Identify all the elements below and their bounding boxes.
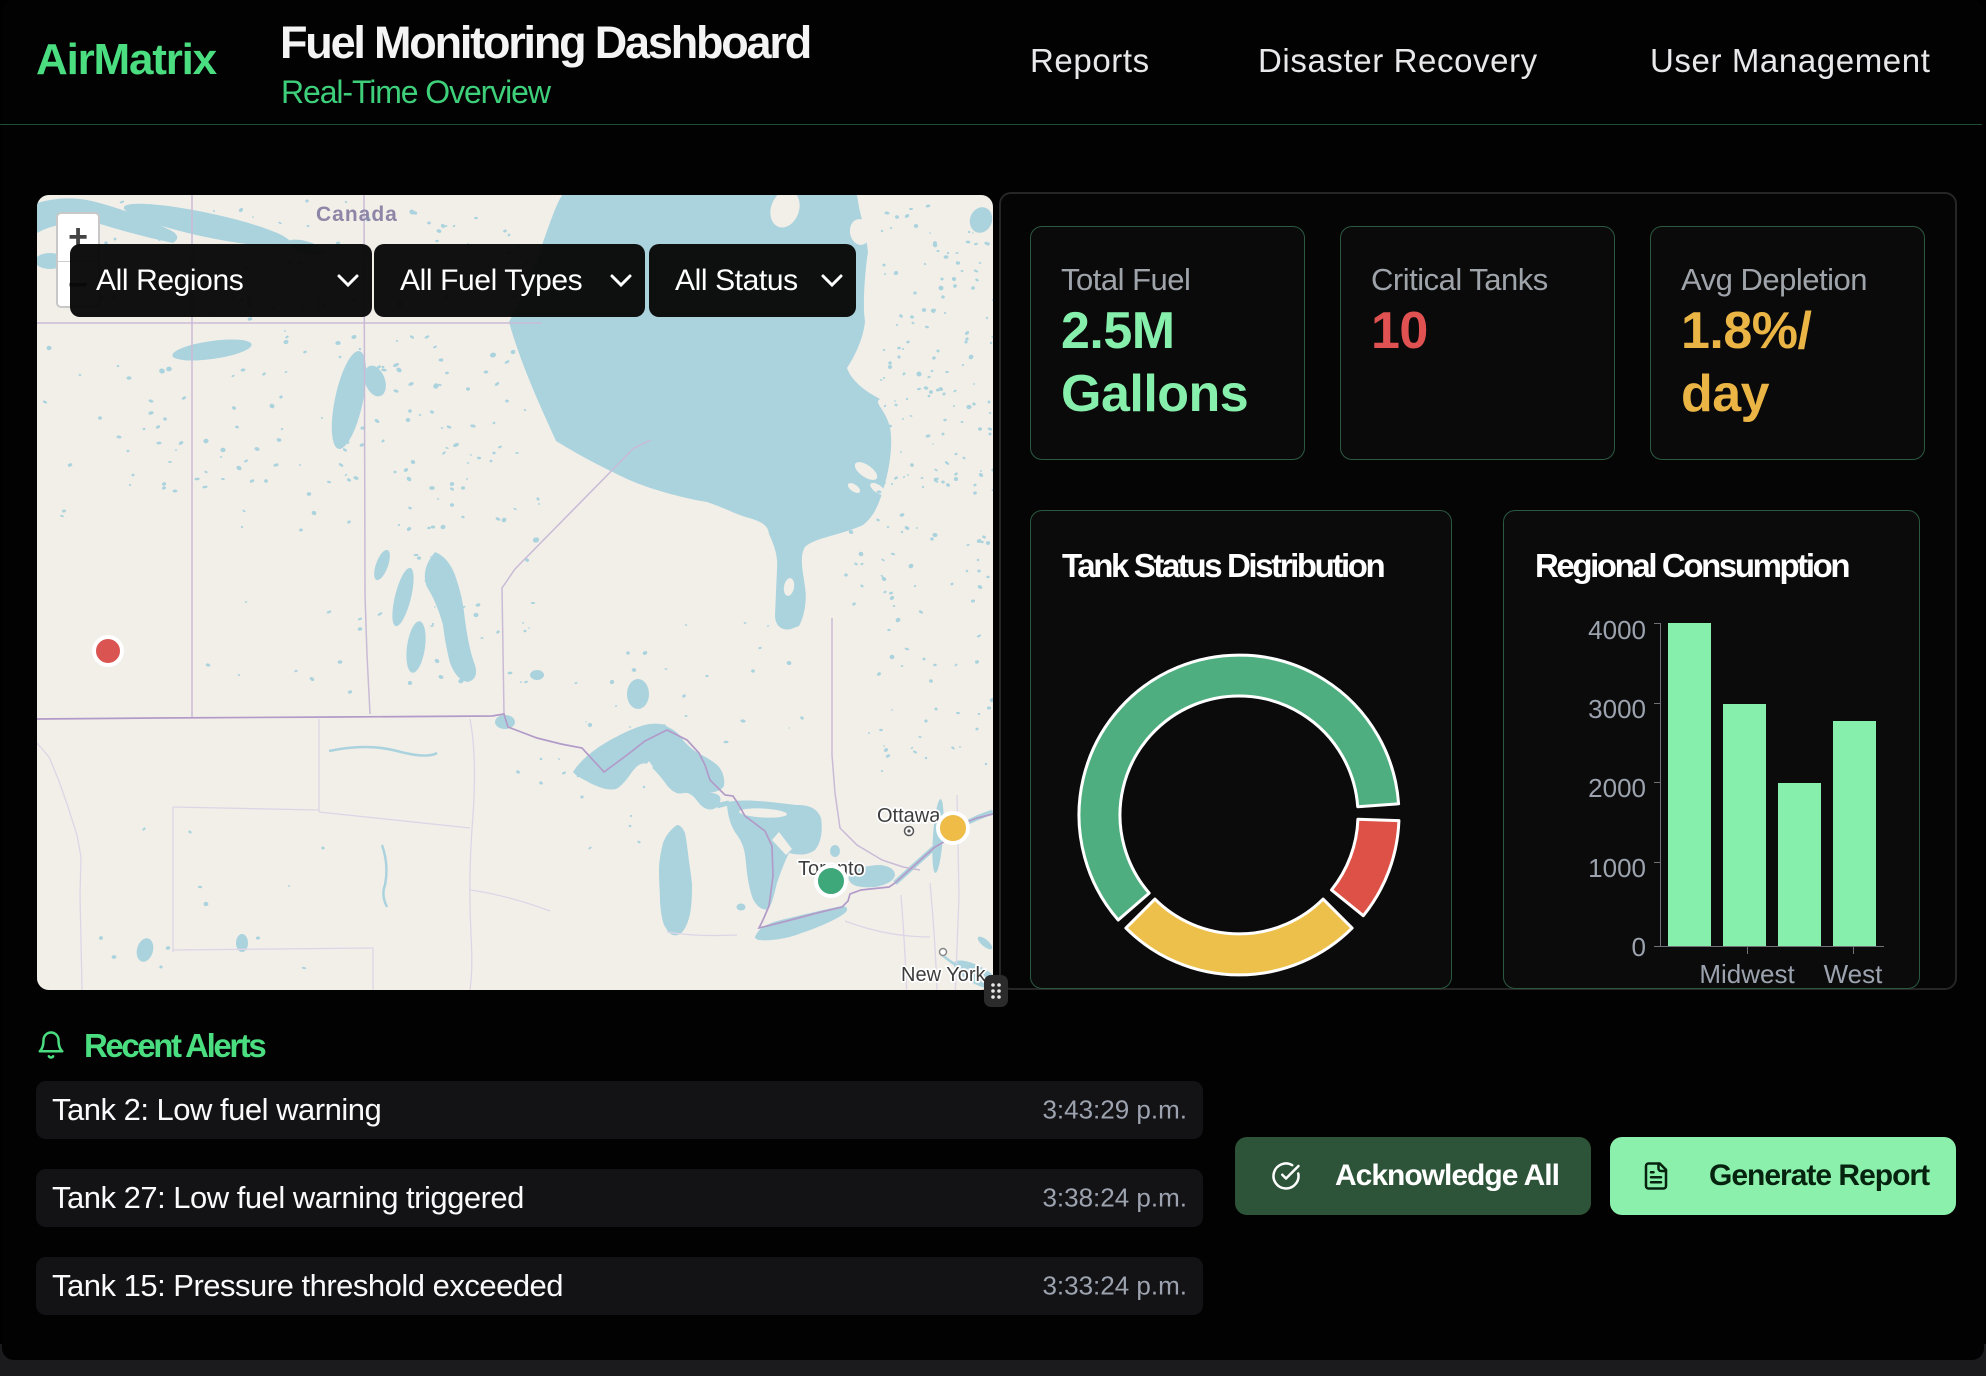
svg-text:New York: New York [901,964,986,986]
svg-text:Canada: Canada [316,203,398,226]
svg-text:Ottawa: Ottawa [877,805,941,827]
